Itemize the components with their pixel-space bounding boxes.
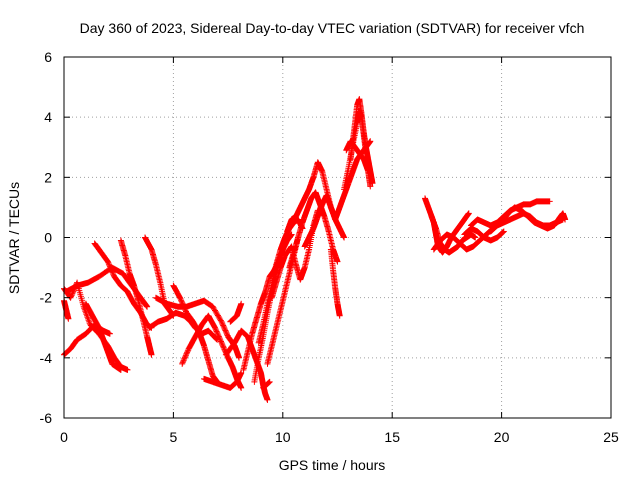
grid	[64, 57, 611, 418]
data-track	[201, 369, 245, 391]
y-axis-label: SDTVAR / TECUs	[6, 182, 22, 294]
y-tick-label: -2	[40, 290, 53, 306]
y-tick-label: 2	[44, 169, 52, 185]
data-track	[63, 264, 151, 310]
data-track	[461, 225, 507, 244]
data-track	[82, 300, 124, 373]
x-tick-label: 15	[384, 429, 400, 445]
data-track	[227, 300, 245, 325]
y-tick-label: 0	[44, 230, 52, 246]
data-track	[430, 225, 496, 253]
y-tick-label: 4	[44, 109, 52, 125]
data-track	[498, 204, 569, 232]
x-tick-label: 10	[275, 429, 291, 445]
data-points	[61, 96, 569, 403]
chart-title: Day 360 of 2023, Sidereal Day-to-day VTE…	[80, 20, 585, 36]
x-tick-label: 5	[170, 429, 178, 445]
data-track	[327, 246, 343, 319]
y-tick-label: -4	[40, 350, 53, 366]
axis-ticks	[63, 56, 612, 419]
y-tick-label: -6	[40, 410, 53, 426]
y-tick-labels: -6 -4 -2 0 2 4 6	[40, 49, 53, 426]
x-tick-label: 20	[494, 429, 510, 445]
y-tick-label: 6	[44, 49, 52, 65]
x-tick-label: 25	[603, 429, 619, 445]
data-track	[343, 138, 374, 190]
x-tick-labels: 0 5 10 15 20 25	[60, 429, 619, 445]
data-track	[260, 378, 273, 391]
x-tick-label: 0	[60, 429, 68, 445]
x-axis-label: GPS time / hours	[279, 457, 386, 473]
